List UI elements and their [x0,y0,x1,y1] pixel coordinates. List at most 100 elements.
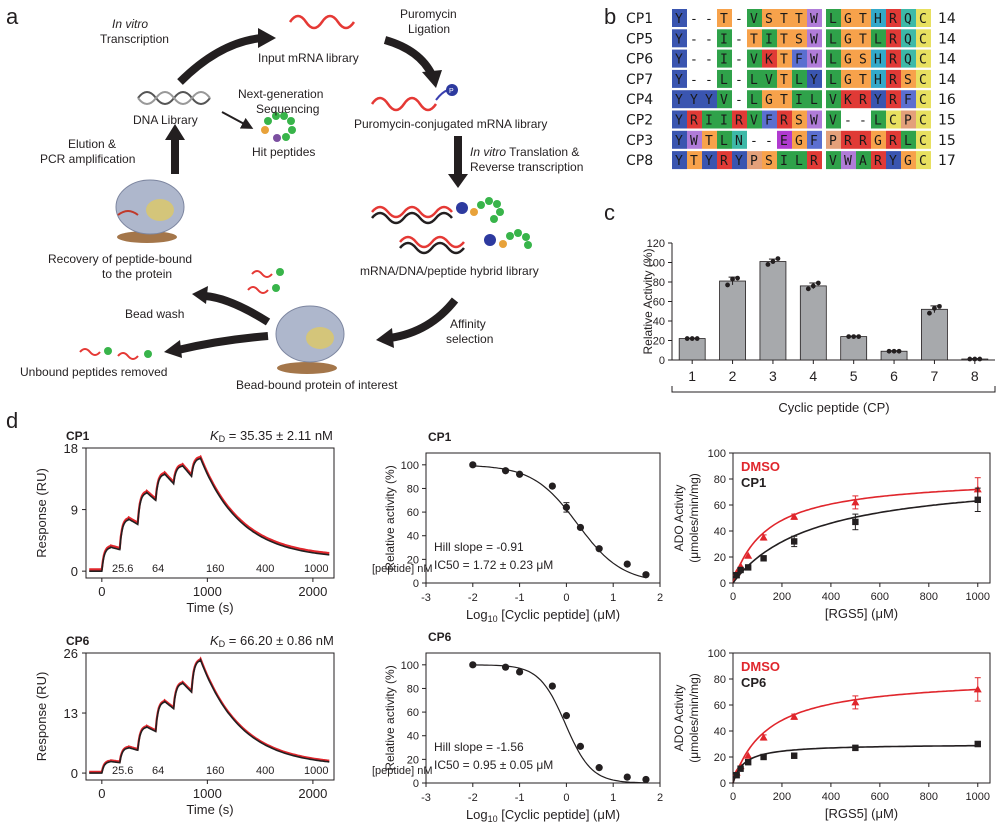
residue-letter: L [750,93,758,108]
residue-letter: V [829,154,837,169]
residue-letter: V [750,12,758,27]
x-tick-label: 2 [729,368,737,384]
y-tick-label: 0 [71,564,78,579]
residue-cell [687,110,702,129]
chart-title: CP1 [66,429,90,443]
residue-cell [807,130,822,149]
residue-cell [762,49,777,68]
data-point [974,740,981,748]
residue-cell [747,29,762,48]
peptide-name: CP2 [626,113,653,129]
residue-cell [901,9,916,27]
residue-letter: T [859,73,867,88]
residue-letter: Q [904,53,912,68]
residue-cell [871,90,886,109]
residue-letter: T [780,73,788,88]
label-input-mrna-library: Input mRNA library [258,51,359,65]
y-tick-label: 100 [708,448,726,460]
concentration-label: 64 [152,765,164,777]
x-axis-label: [RGS5] (μM) [825,806,898,821]
residue-letter: G [844,12,852,27]
bar [921,308,948,361]
residue-letter: Y [675,134,683,149]
label-selection: selection [446,332,493,346]
y-tick-label: 60 [407,507,419,519]
data-point [790,712,799,720]
puro-mrna-icon [370,96,438,112]
arrow-head [164,340,182,358]
residue-letter: W [810,114,818,129]
y-axis-label: ADO Activity [672,685,686,752]
data-point [851,698,860,706]
residue-letter: T [780,53,788,68]
residue-cell [672,9,687,27]
residue-letter: P [750,154,758,169]
concentration-label: [peptide] nM [372,563,433,575]
y-axis-unit: (μmoles/min/mg) [687,673,701,763]
residue-letter: R [859,134,867,149]
data-point [562,503,571,511]
residue-cell [672,110,687,129]
y-tick-label: 80 [714,474,726,486]
replicate-point [684,336,690,341]
residue-letter: C [919,93,927,108]
residue-letter: - [705,53,713,68]
y-tick-label: 0 [720,578,726,590]
replicate-point [851,334,857,339]
residue-letter: - [735,12,743,27]
residue-letter: Y [810,73,818,88]
residue-cell [702,69,717,88]
replicate-point [770,259,776,264]
data-point [852,744,859,752]
residue-cell [871,9,886,27]
data-point [562,712,571,720]
replicate-point [886,348,892,354]
x-axis-label: Log10 [Cyclic peptide] (μM) [466,807,620,824]
residue-cell [732,29,747,48]
recovered-protein-icon [115,179,185,243]
ic50-annotation: IC50 = 0.95 ± 0.05 μM [434,758,553,772]
residue-letter: W [810,12,818,27]
residue-cell [807,151,822,170]
peptide-length: 15 [938,133,956,149]
plot-frame [425,452,661,584]
residue-cell [856,130,871,149]
x-tick-label: 1000 [966,591,990,603]
data-point [595,545,603,553]
residue-letter: R [889,32,897,47]
residue-letter: I [720,32,728,47]
arrow-head [258,28,276,48]
residue-letter: V [765,73,773,88]
y-tick-label: 40 [653,316,665,328]
x-tick-label: 0 [563,792,569,804]
residue-letter: R [780,114,788,129]
y-tick-label: 40 [407,731,419,743]
x-tick-label: 1 [610,792,616,804]
label-to-the-protein: to the protein [102,267,172,281]
residue-letter: V [829,114,837,129]
residue-letter: Y [675,53,683,68]
residue-cell [916,151,931,170]
x-tick-label: -1 [515,592,525,604]
residue-cell [717,151,732,170]
residue-cell [672,151,687,170]
residue-cell [916,110,931,129]
residue-letter: L [874,32,882,47]
residue-letter: V [750,53,758,68]
residue-cell [807,49,822,68]
data-point [642,775,650,784]
residue-cell [702,49,717,68]
bead-bound-protein-icon [275,305,345,374]
label-bead-wash: Bead wash [125,307,184,321]
replicate-point [846,334,852,339]
x-tick-label: 4 [809,368,817,384]
y-tick-label: 0 [659,355,665,367]
residue-cell [687,49,702,68]
residue-cell [747,69,762,88]
data-point [516,668,524,676]
residue-letter: - [735,93,743,108]
residue-cell [807,110,822,129]
residue-letter: L [810,93,818,108]
residue-cell [732,49,747,68]
